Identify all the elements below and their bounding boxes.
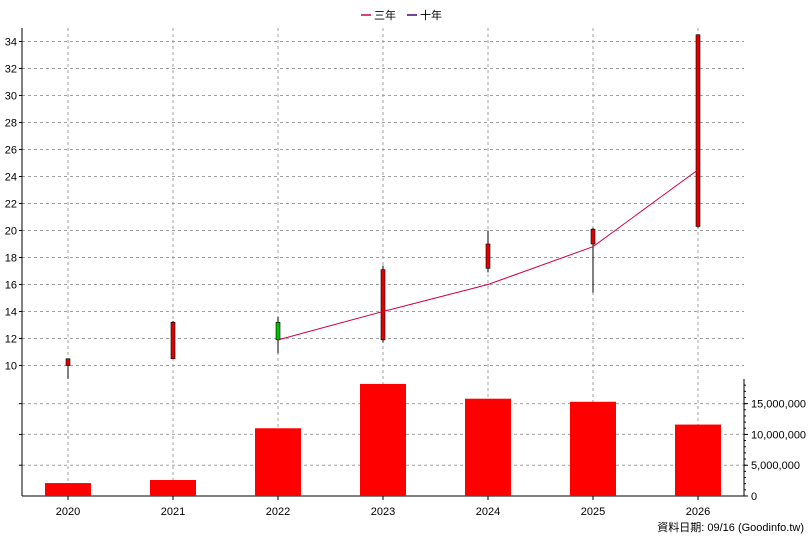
- moving-average-lines: [277, 169, 699, 341]
- volume-bar: [570, 401, 616, 496]
- volume-bar: [675, 424, 721, 496]
- candle-body: [485, 243, 491, 269]
- candle-body: [380, 269, 386, 341]
- x-tick-label: 2020: [56, 506, 80, 518]
- legend-three-year-label: 三年: [374, 8, 396, 22]
- x-axis: 2020 2021 2022 2023 2024 2025 2026: [22, 495, 744, 518]
- price-tick-label: 12: [5, 334, 17, 346]
- candle-body: [65, 358, 71, 366]
- price-tick-label: 32: [5, 64, 17, 76]
- legend-ten-year-label: 十年: [420, 8, 442, 22]
- x-tick-label: 2021: [161, 506, 185, 518]
- x-tick-label: 2024: [476, 506, 500, 518]
- candle-body: [590, 228, 596, 245]
- candlesticks: [65, 34, 701, 379]
- price-tick-label: 20: [5, 226, 17, 238]
- volume-bars: [45, 383, 721, 496]
- three-year-line: [277, 169, 699, 341]
- volume-bar: [150, 479, 196, 496]
- candle-body: [695, 34, 701, 227]
- price-tick-label: 16: [5, 280, 17, 292]
- volume-tick-label: 15,000,000: [751, 399, 806, 411]
- footer-source: 資料日期: 09/16 (Goodinfo.tw): [657, 520, 804, 534]
- x-tick-label: 2022: [266, 506, 290, 518]
- volume-tick-label: 10,000,000: [751, 429, 806, 441]
- candle-body: [275, 321, 281, 341]
- price-tick-label: 34: [5, 37, 17, 49]
- price-tick-label: 14: [5, 307, 17, 319]
- volume-bar: [360, 383, 406, 496]
- price-tick-label: 18: [5, 253, 17, 265]
- price-tick-label: 26: [5, 145, 17, 157]
- price-tick-label: 10: [5, 361, 17, 373]
- legend: 三年 十年: [361, 8, 442, 22]
- price-tick-label: 30: [5, 91, 17, 103]
- x-tick-label: 2023: [371, 506, 395, 518]
- volume-tick-label: 5,000,000: [751, 460, 800, 472]
- candle-body: [170, 321, 176, 360]
- price-tick-label: 24: [5, 172, 17, 184]
- price-tick-label: 22: [5, 199, 17, 211]
- price-tick-label: 28: [5, 118, 17, 130]
- volume-bar: [45, 483, 91, 496]
- volume-tick-label: 0: [751, 491, 757, 503]
- volume-bar: [255, 428, 301, 496]
- price-axis: 10 12 14 16 18 20 22 24 26 28 30 32 34: [5, 28, 23, 379]
- volume-axis: 0 5,000,000 10,000,000 15,000,000: [19, 379, 806, 503]
- volume-bar: [465, 398, 511, 496]
- x-tick-label: 2025: [581, 506, 605, 518]
- x-tick-label: 2026: [686, 506, 710, 518]
